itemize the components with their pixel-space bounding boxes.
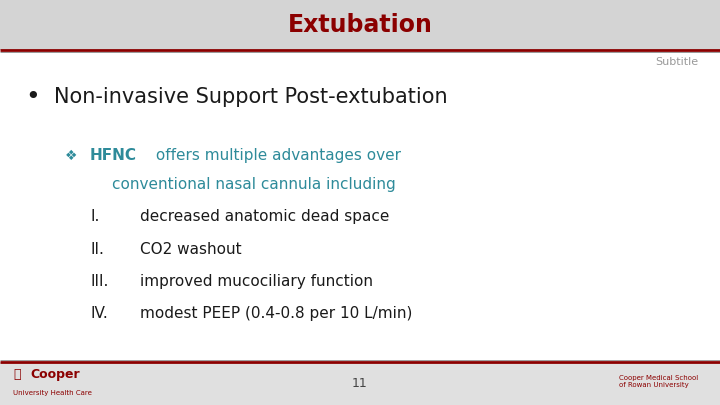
Bar	[0, 0, 720, 50]
Text: IV.: IV.	[90, 306, 108, 322]
Text: III.: III.	[90, 274, 109, 289]
Text: ❖: ❖	[65, 149, 77, 163]
Text: decreased anatomic dead space: decreased anatomic dead space	[140, 209, 390, 224]
Text: Non-invasive Support Post-extubation: Non-invasive Support Post-extubation	[54, 87, 448, 107]
Text: Subtitle: Subtitle	[655, 57, 698, 67]
Text: II.: II.	[90, 241, 104, 257]
Text: HFNC: HFNC	[90, 148, 137, 164]
Text: •: •	[25, 85, 40, 109]
Text: offers multiple advantages over: offers multiple advantages over	[151, 148, 401, 164]
Text: Ⓒ: Ⓒ	[13, 368, 20, 381]
Text: improved mucociliary function: improved mucociliary function	[140, 274, 374, 289]
Text: Extubation: Extubation	[287, 13, 433, 37]
Text: CO2 washout: CO2 washout	[140, 241, 242, 257]
Text: University Health Care: University Health Care	[13, 390, 92, 396]
Text: I.: I.	[90, 209, 99, 224]
Text: Cooper: Cooper	[30, 368, 80, 381]
Bar	[0, 50, 720, 362]
Text: conventional nasal cannula including: conventional nasal cannula including	[112, 177, 395, 192]
Text: modest PEEP (0.4-0.8 per 10 L/min): modest PEEP (0.4-0.8 per 10 L/min)	[140, 306, 413, 322]
Text: Cooper Medical School
of Rowan University: Cooper Medical School of Rowan Universit…	[619, 375, 698, 388]
Text: 11: 11	[352, 377, 368, 390]
Bar	[0, 362, 720, 405]
